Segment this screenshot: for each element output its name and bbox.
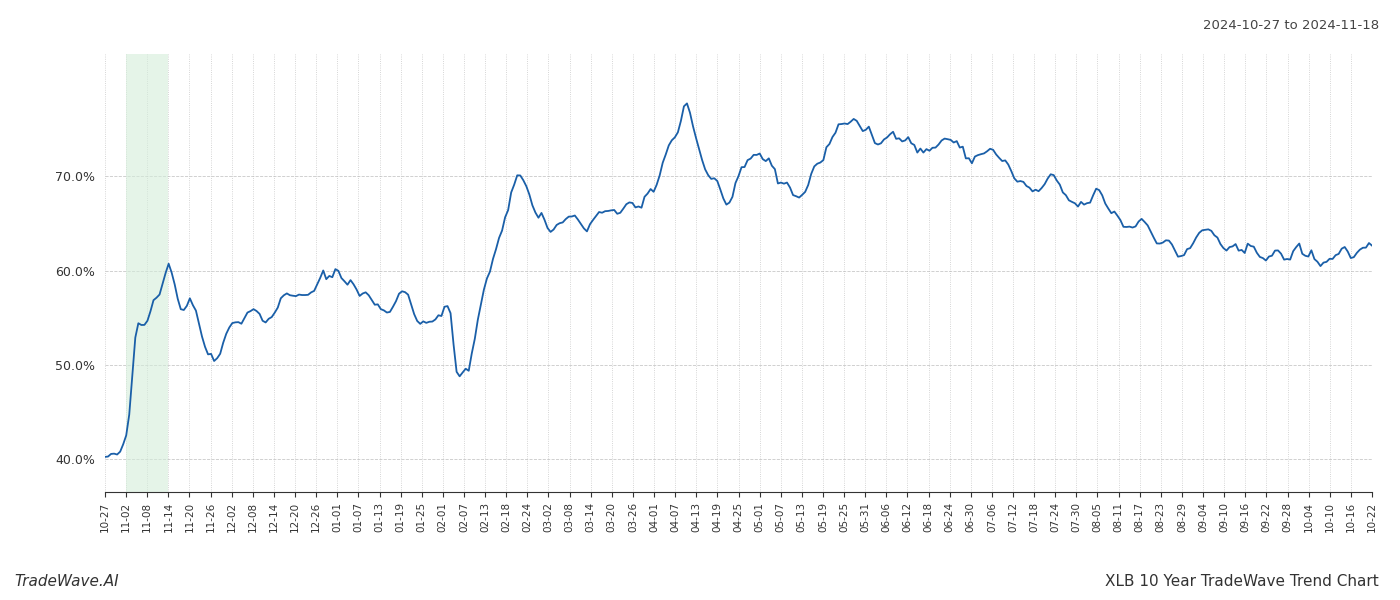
Bar (126, 54, 168, 492)
Text: XLB 10 Year TradeWave Trend Chart: XLB 10 Year TradeWave Trend Chart (1105, 574, 1379, 589)
Text: 2024-10-27 to 2024-11-18: 2024-10-27 to 2024-11-18 (1203, 19, 1379, 32)
Text: TradeWave.AI: TradeWave.AI (14, 574, 119, 589)
